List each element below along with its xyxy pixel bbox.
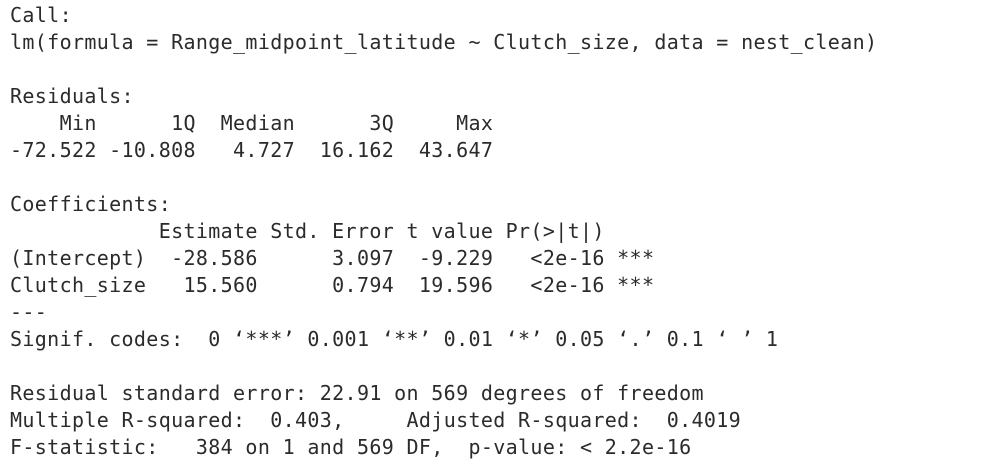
coefficients-header: Coefficients: xyxy=(10,192,172,216)
signif-codes: Signif. codes: 0 ‘***’ 0.001 ‘**’ 0.01 ‘… xyxy=(10,327,779,351)
coefficient-row: (Intercept) -28.586 3.097 -9.229 <2e-16 … xyxy=(10,246,655,270)
f-statistic-line: F-statistic: 384 on 1 and 569 DF, p-valu… xyxy=(10,435,692,459)
residuals-header: Residuals: xyxy=(10,84,134,108)
call-formula: lm(formula = Range_midpoint_latitude ~ C… xyxy=(10,30,878,54)
call-header: Call: xyxy=(10,3,72,27)
residual-standard-error: Residual standard error: 22.91 on 569 de… xyxy=(10,381,704,405)
r-squared-line: Multiple R-squared: 0.403, Adjusted R-sq… xyxy=(10,408,754,432)
residuals-values: -72.522 -10.808 4.727 16.162 43.647 xyxy=(10,138,506,162)
coefficient-row: Clutch_size 15.560 0.794 19.596 <2e-16 *… xyxy=(10,273,655,297)
separator-line: --- xyxy=(10,300,48,324)
residuals-labels: Min 1Q Median 3Q Max xyxy=(10,111,506,135)
coefficients-columns: Estimate Std. Error t value Pr(>|t|) xyxy=(10,219,655,243)
